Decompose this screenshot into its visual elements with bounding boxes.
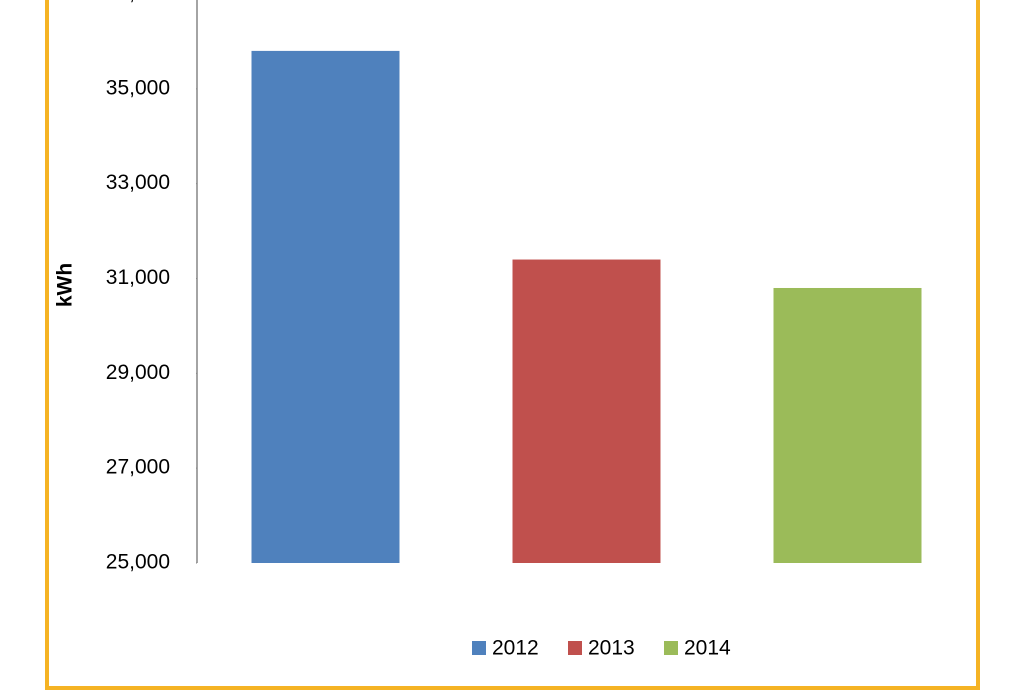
legend-label: 2013	[588, 637, 635, 660]
bar	[251, 50, 400, 563]
legend-label: 2014	[684, 637, 731, 660]
y-tick-label: 29,000	[106, 361, 170, 384]
y-tick-label: 35,000	[106, 76, 170, 99]
y-tick-label: 27,000	[106, 456, 170, 479]
y-tick-label: 37,000	[106, 0, 170, 5]
y-tick-label: 25,000	[106, 551, 170, 574]
y-tick-label: 31,000	[106, 266, 170, 289]
legend-swatch	[568, 641, 582, 655]
y-axis-title: kWh	[54, 263, 77, 307]
bar	[773, 287, 922, 563]
y-tick-label: 33,000	[106, 171, 170, 194]
bar	[512, 259, 661, 563]
legend-swatch	[664, 641, 678, 655]
legend-swatch	[472, 641, 486, 655]
legend-label: 2012	[492, 637, 539, 660]
